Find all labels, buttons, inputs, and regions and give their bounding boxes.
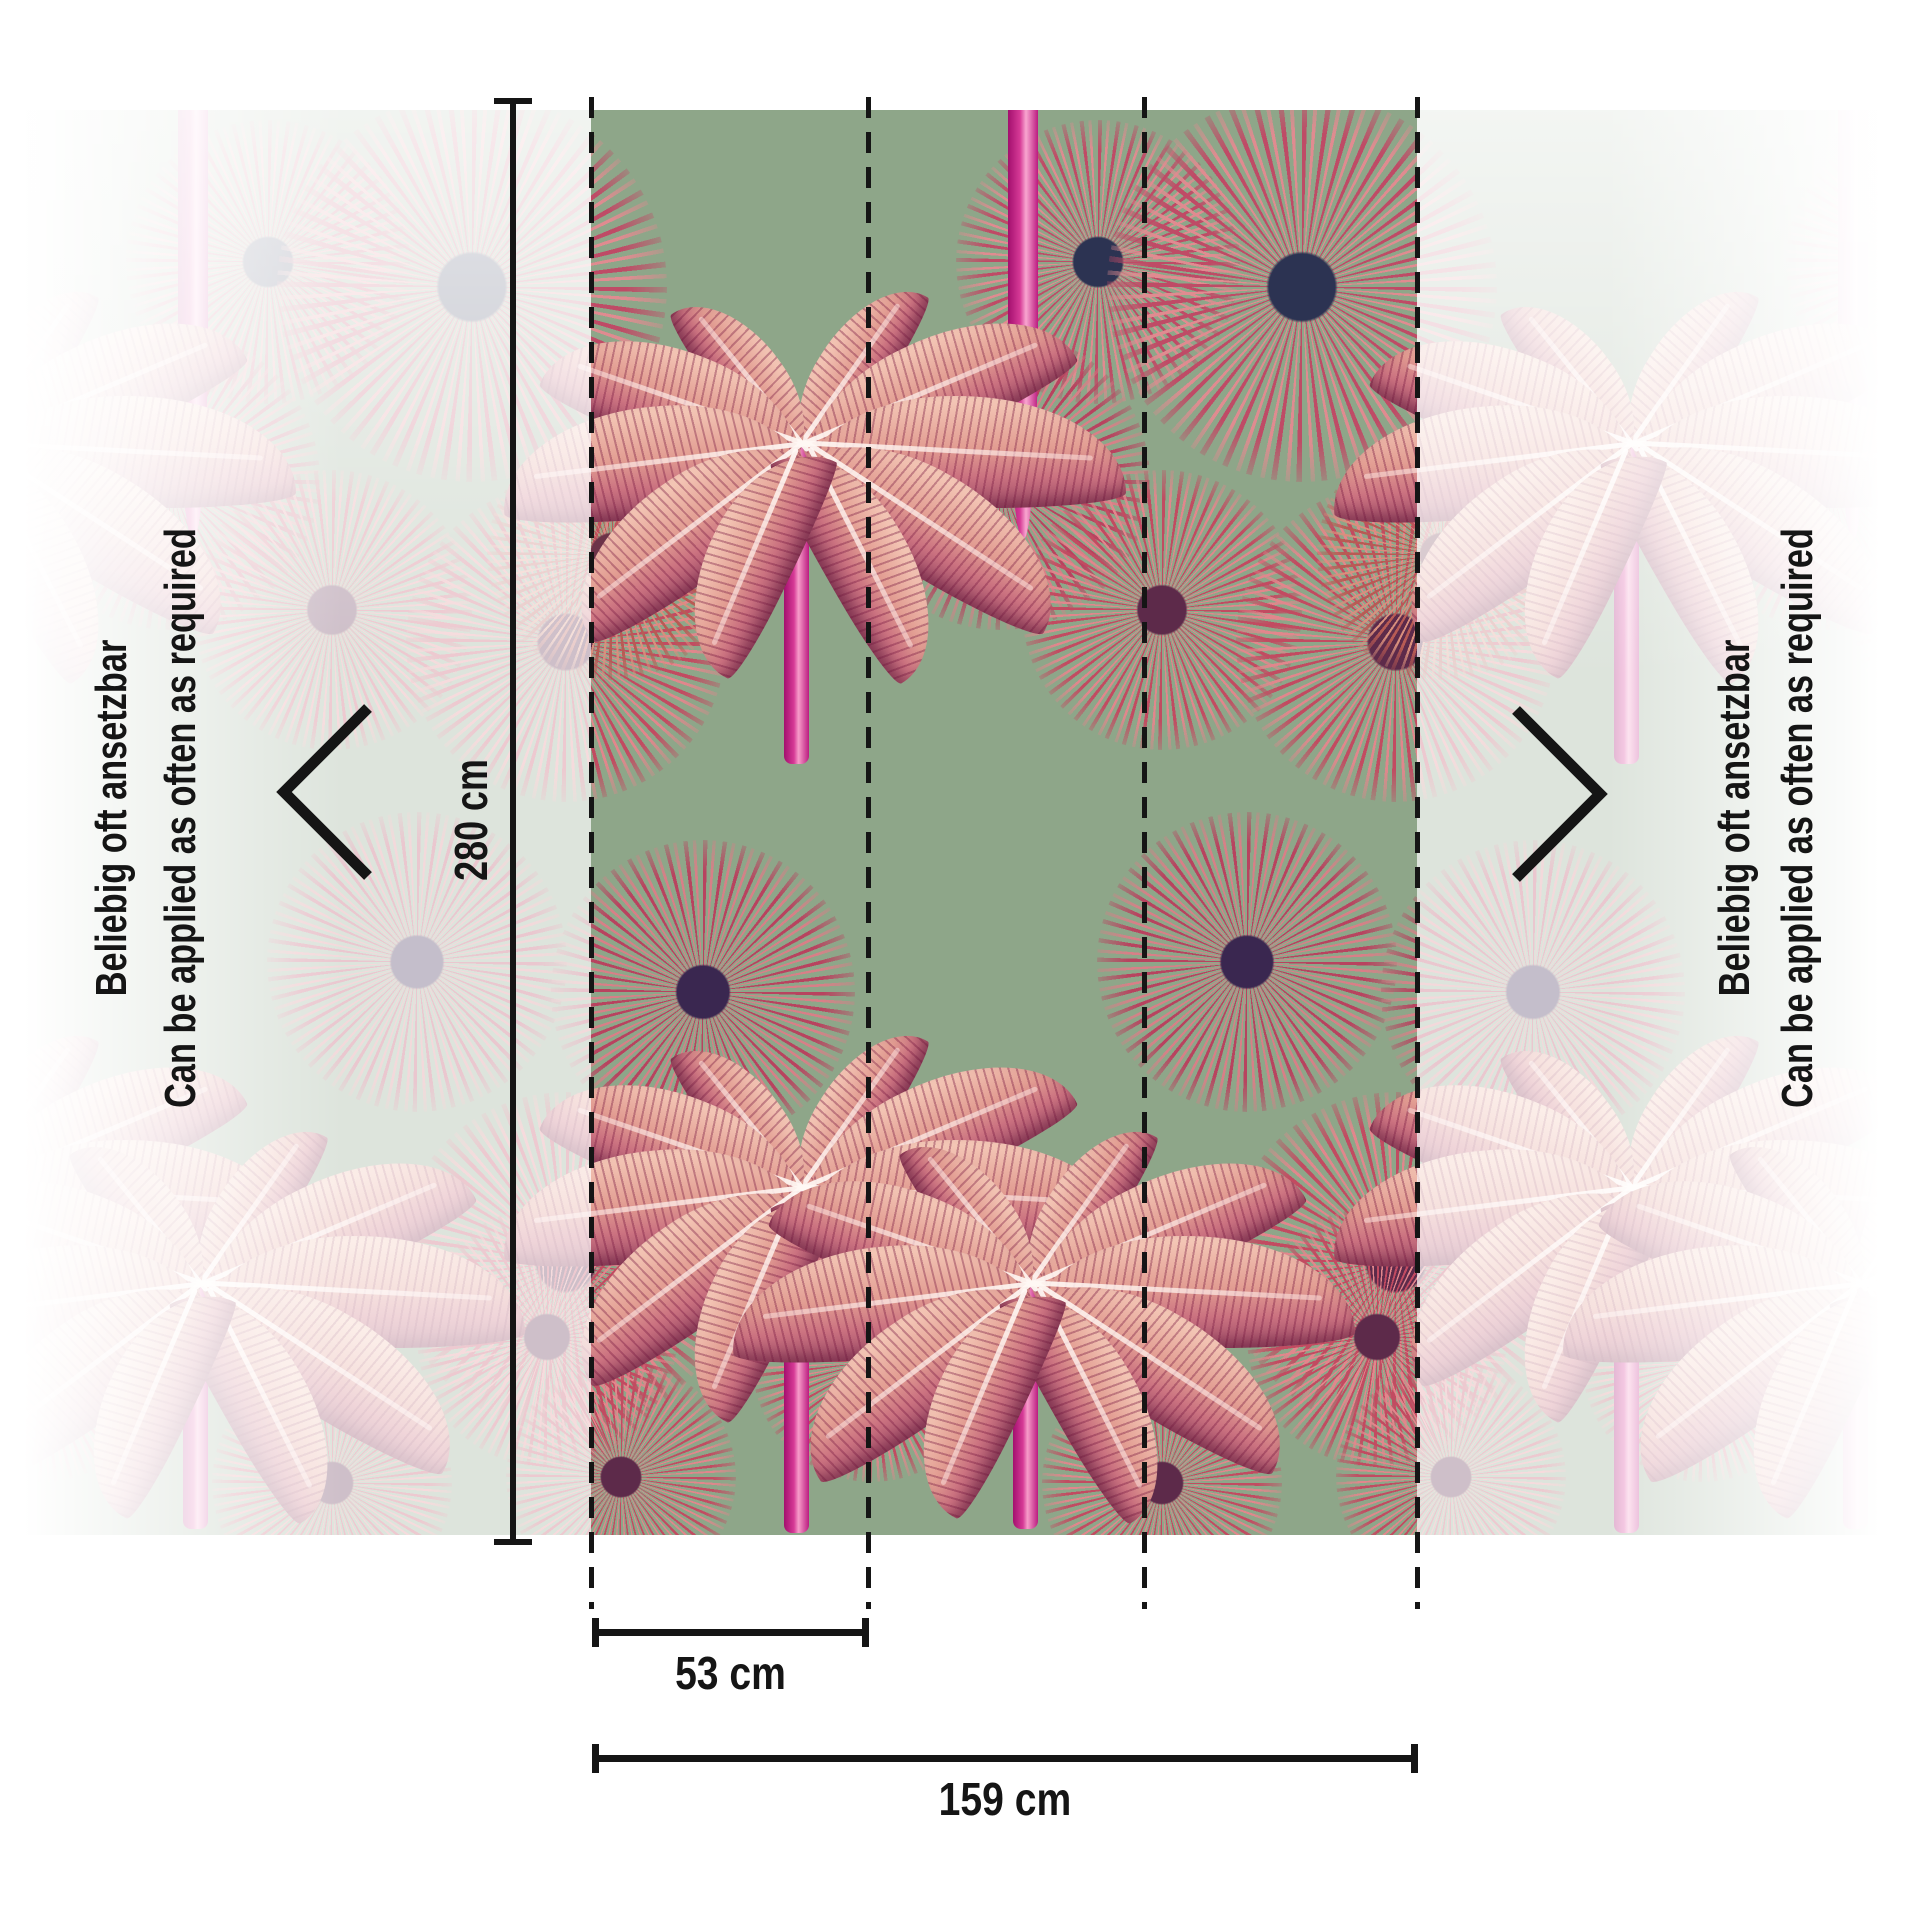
fade-overlay-right xyxy=(1417,110,1920,1535)
fade-overlay-left xyxy=(0,110,591,1535)
chevron-left-icon xyxy=(276,704,372,880)
side-note-english-left: Can be applied as often as required xyxy=(156,528,205,1108)
total-width-label: 159 cm xyxy=(938,1773,1072,1825)
wallpaper-preview xyxy=(0,110,1920,1535)
side-note-english-right: Can be applied as often as required xyxy=(1773,528,1822,1108)
chevron-right-icon xyxy=(1512,706,1608,882)
total-width-dimension-line xyxy=(592,1744,1418,1773)
panel-seam-line-4 xyxy=(1415,97,1420,1609)
height-label: 280 cm xyxy=(445,759,497,881)
panel-seam-line-3 xyxy=(1142,97,1147,1609)
side-note-german-left: Beliebig oft ansetzbar xyxy=(87,639,136,997)
panel-width-dimension-line xyxy=(592,1618,869,1647)
side-note-german-right: Beliebig oft ansetzbar xyxy=(1710,639,1759,997)
fan-palm xyxy=(1097,812,1397,1112)
panel-seam-line-2 xyxy=(866,97,871,1609)
height-dimension-line xyxy=(494,98,532,1545)
panel-seam-line-1 xyxy=(589,97,594,1609)
panel-width-label: 53 cm xyxy=(675,1647,786,1699)
